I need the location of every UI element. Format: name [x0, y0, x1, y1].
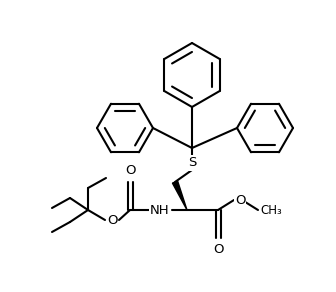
Text: S: S	[188, 157, 196, 169]
Polygon shape	[172, 181, 187, 210]
Text: CH₃: CH₃	[260, 204, 282, 218]
Text: O: O	[213, 243, 223, 256]
Text: O: O	[125, 164, 135, 177]
Text: O: O	[235, 194, 246, 206]
Text: NH: NH	[150, 204, 170, 216]
Text: O: O	[107, 213, 117, 227]
